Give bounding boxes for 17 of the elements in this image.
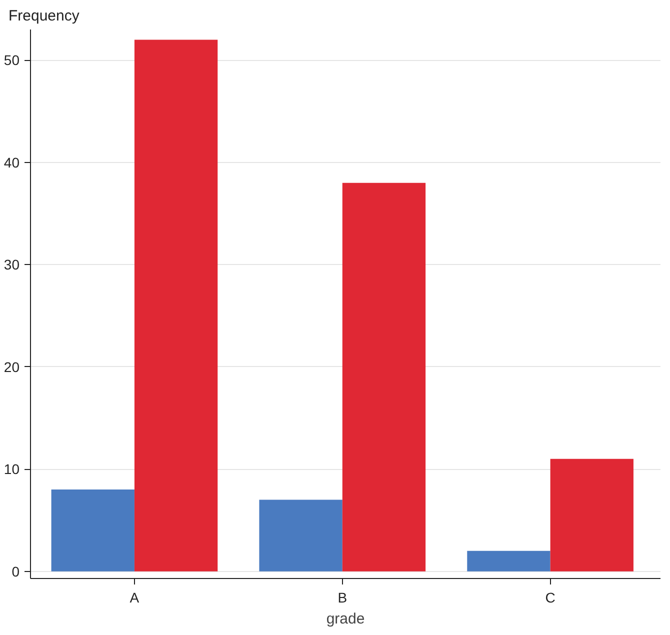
x-tick-label: B	[338, 590, 348, 606]
x-axis-title: grade	[326, 610, 365, 628]
x-tick-label: A	[130, 590, 140, 606]
bar	[51, 490, 134, 572]
bar	[134, 40, 218, 572]
y-tick-label: 10	[4, 461, 20, 478]
y-tick-label: 30	[4, 256, 20, 273]
x-tick-label: C	[545, 590, 556, 606]
y-tick-label: 0	[12, 563, 20, 580]
y-tick-label: 20	[4, 358, 20, 375]
y-axis-title: Frequency	[8, 8, 80, 24]
bar	[259, 500, 342, 572]
y-tick-label: 40	[4, 154, 20, 170]
bar	[550, 458, 634, 572]
y-tick-label: 50	[4, 52, 20, 68]
bar	[342, 182, 426, 572]
bar	[467, 550, 550, 572]
